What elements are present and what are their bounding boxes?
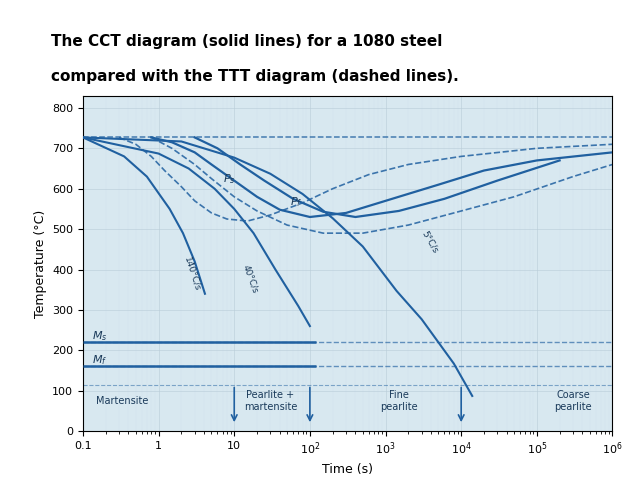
Text: Fine
pearlite: Fine pearlite: [380, 390, 418, 411]
X-axis label: Time (s): Time (s): [322, 463, 373, 476]
Text: Coarse
pearlite: Coarse pearlite: [554, 390, 591, 411]
Text: $M_s$: $M_s$: [92, 329, 107, 343]
Y-axis label: Temperature (°C): Temperature (°C): [34, 209, 47, 318]
Text: Pearlite +
martensite: Pearlite + martensite: [244, 390, 297, 411]
Text: 5°C/s: 5°C/s: [420, 229, 440, 255]
Text: compared with the TTT diagram (dashed lines).: compared with the TTT diagram (dashed li…: [51, 69, 459, 84]
Text: 40°C/s: 40°C/s: [241, 263, 260, 294]
Text: The CCT diagram (solid lines) for a 1080 steel: The CCT diagram (solid lines) for a 1080…: [51, 34, 442, 48]
Text: $P_f$: $P_f$: [290, 195, 302, 209]
Text: $M_f$: $M_f$: [92, 353, 107, 367]
Text: $P_s$: $P_s$: [223, 172, 235, 186]
Text: Martensite: Martensite: [96, 396, 149, 406]
Text: 140°C/s: 140°C/s: [182, 255, 202, 292]
